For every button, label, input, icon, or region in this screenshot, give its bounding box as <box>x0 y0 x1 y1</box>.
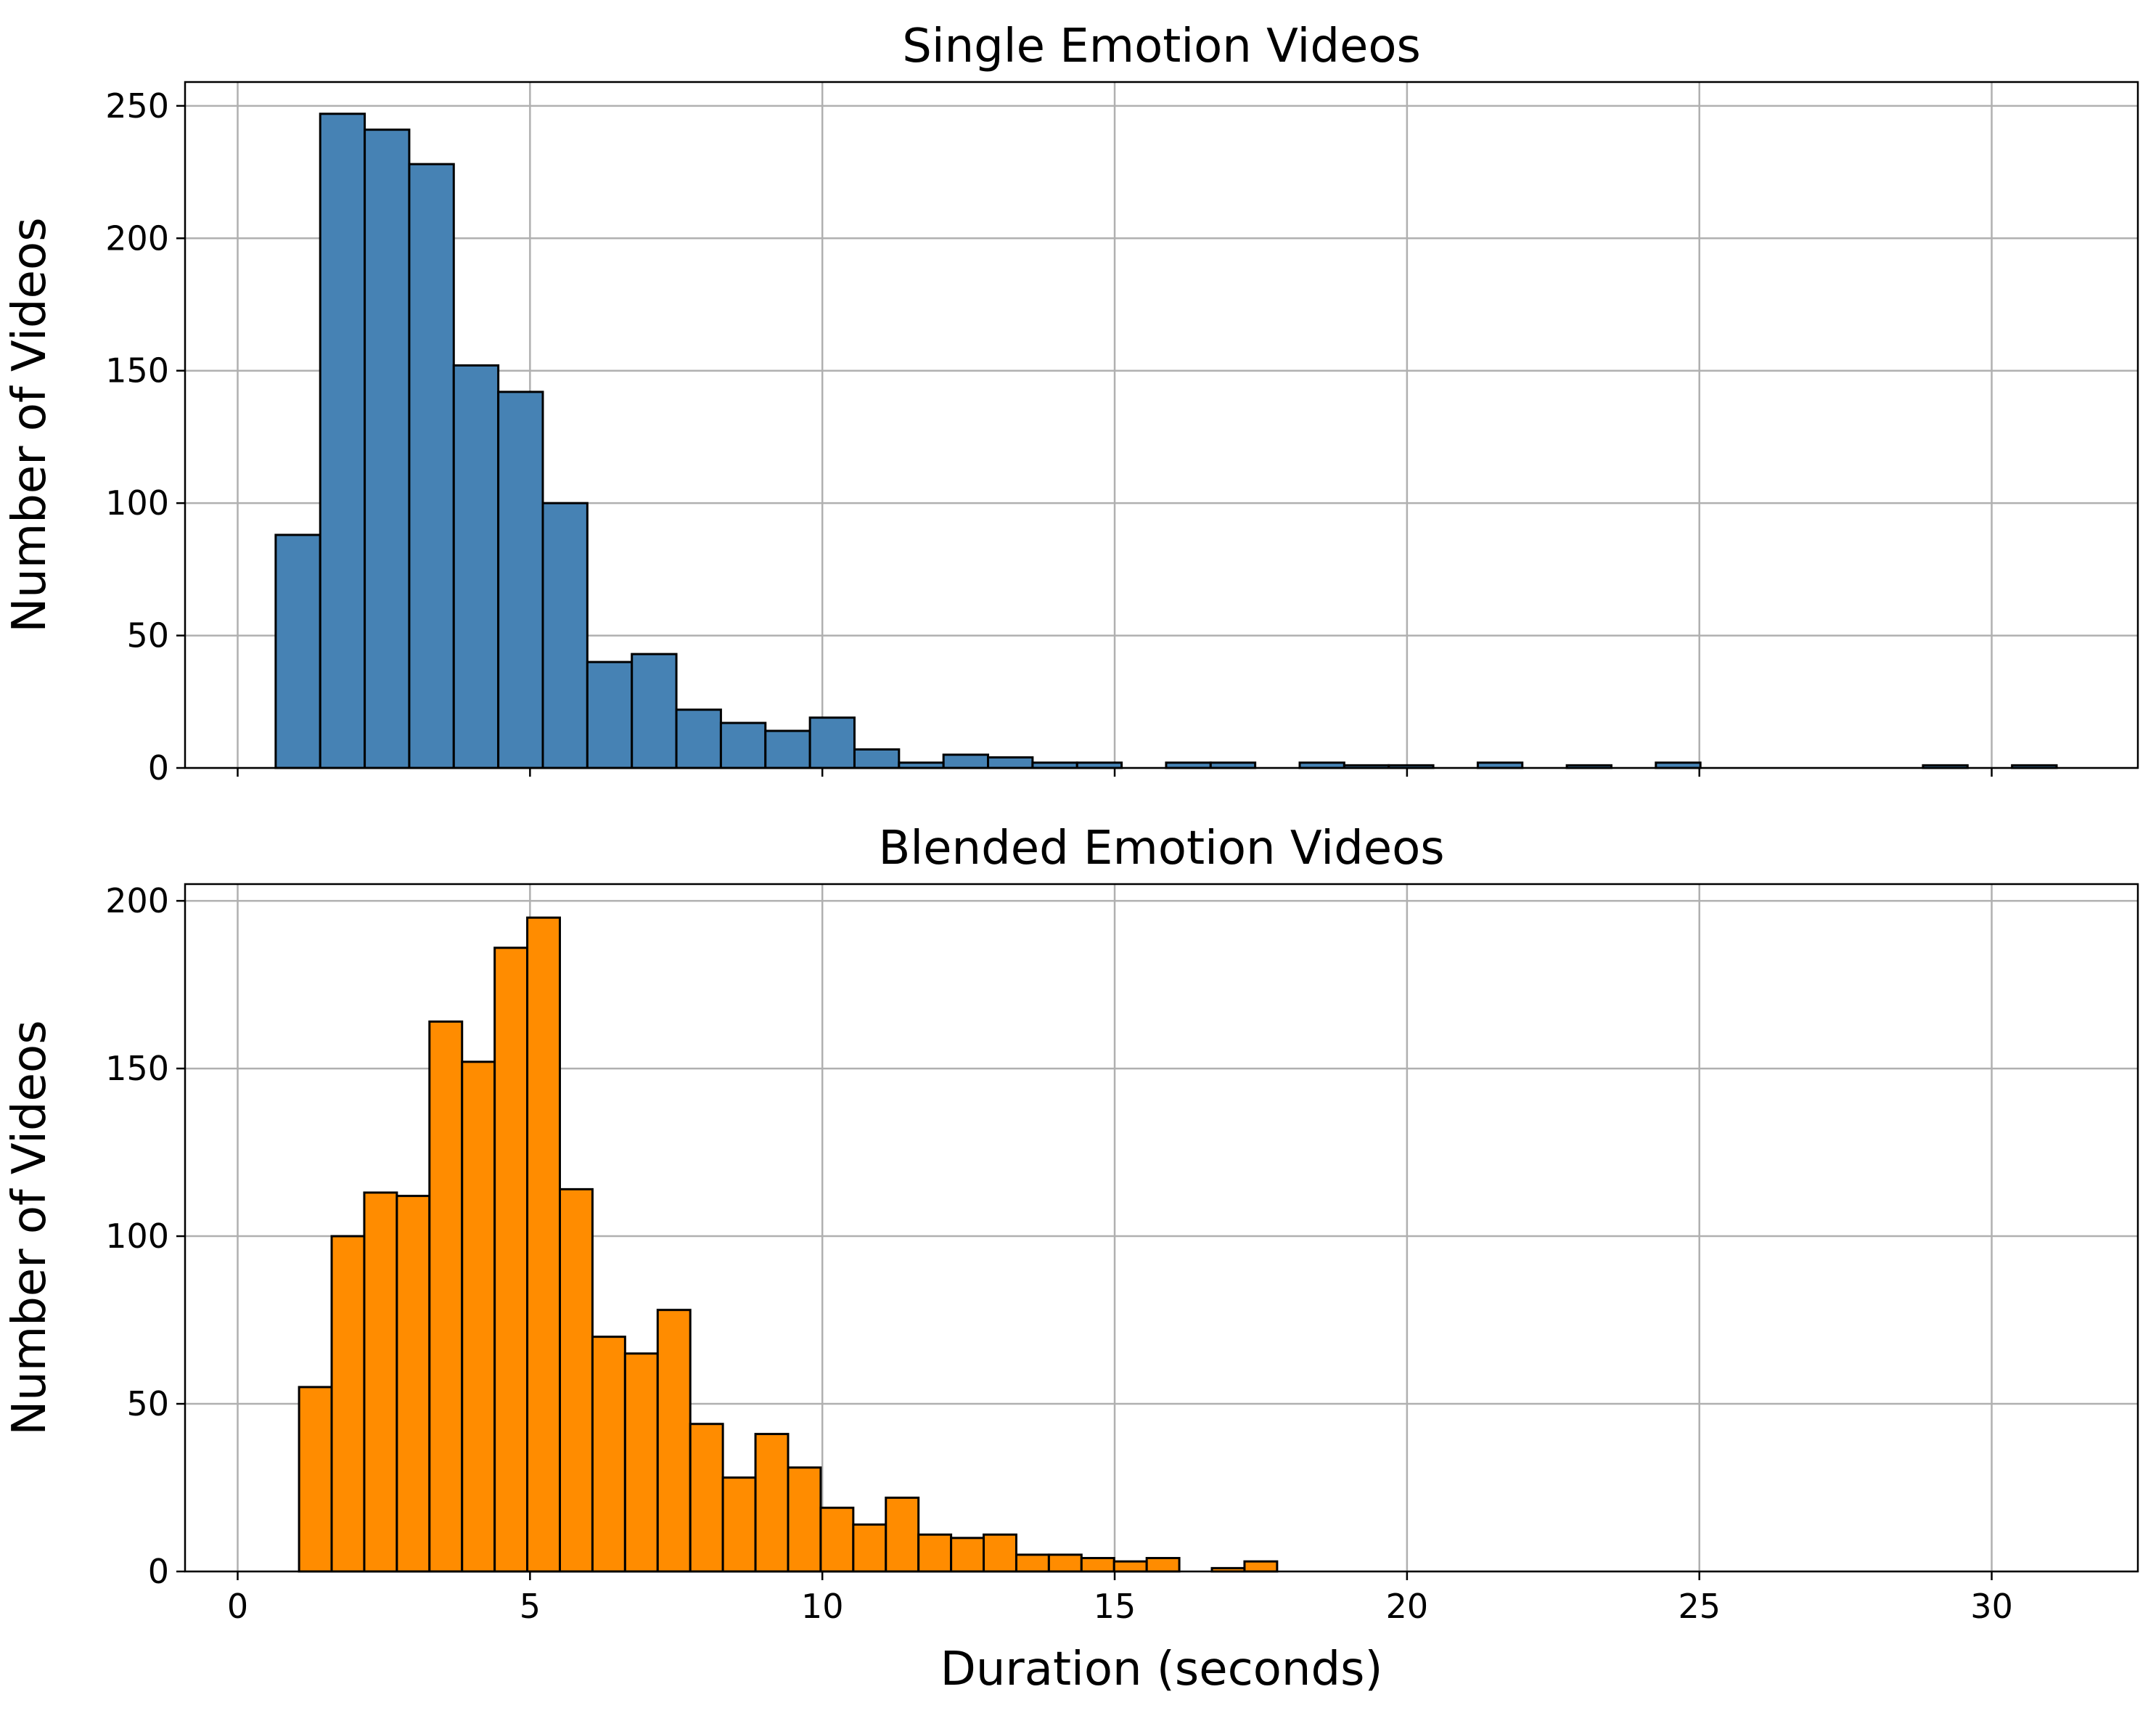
y-tick-label: 200 <box>105 881 169 920</box>
histogram-bar <box>559 1187 594 1573</box>
single-emotion-panel: Single Emotion Videos Number of Videos 0… <box>3 20 2139 788</box>
x-tick-label: 30 <box>1970 1587 2013 1626</box>
histogram-bar <box>1145 1557 1181 1573</box>
y-tick-label: 100 <box>105 1217 169 1256</box>
histogram-bar <box>787 1466 822 1573</box>
y-axis-label: Number of Videos <box>3 1020 57 1435</box>
histogram-bar <box>689 1423 724 1573</box>
histogram-bar <box>461 1060 496 1573</box>
histogram-bar <box>493 947 529 1573</box>
histogram-bar <box>1015 1553 1050 1573</box>
histogram-bar <box>721 1476 757 1573</box>
histogram-bar <box>1047 1553 1083 1573</box>
histogram-bar <box>364 128 411 769</box>
histogram-bar <box>764 729 811 769</box>
histogram-bar <box>623 1352 659 1573</box>
histogram-bar <box>541 502 589 769</box>
histogram-bar <box>452 364 500 769</box>
y-axis-label: Number of Videos <box>3 217 57 632</box>
histogram-bar <box>950 1537 985 1573</box>
histogram-bar <box>1243 1560 1279 1573</box>
chart-title: Blended Emotion Videos <box>878 822 1444 875</box>
histogram-bar <box>675 708 722 769</box>
y-tick-label: 0 <box>148 748 169 788</box>
histogram-bar <box>942 753 990 769</box>
histogram-bar <box>885 1496 920 1573</box>
y-tick-label: 100 <box>105 483 169 523</box>
y-tick-label: 150 <box>105 1049 169 1088</box>
x-tick-label: 5 <box>520 1587 541 1626</box>
histogram-bar <box>987 756 1034 769</box>
histogram-bar <box>395 1195 431 1573</box>
y-tick-label: 0 <box>148 1552 169 1591</box>
bars <box>298 916 1279 1573</box>
x-tick-label: 25 <box>1678 1587 1721 1626</box>
histogram-bar <box>330 1235 366 1573</box>
grid-lines <box>185 82 2138 769</box>
y-tick-label: 50 <box>126 616 169 655</box>
histogram-bar <box>983 1533 1017 1573</box>
histogram-bar <box>631 653 678 769</box>
histogram-bar <box>1112 1560 1148 1573</box>
blended-emotion-panel: Blended Emotion Videos Number of Videos … <box>3 822 2139 1696</box>
histogram-bar <box>852 1523 888 1573</box>
histogram-bar <box>319 113 366 769</box>
chart-title: Single Emotion Videos <box>902 20 1421 73</box>
histogram-bar <box>754 1433 790 1573</box>
histogram-bar <box>917 1533 953 1573</box>
y-tick-label: 200 <box>105 218 169 258</box>
y-tick-label: 150 <box>105 351 169 391</box>
histogram-bar <box>526 916 562 1573</box>
y-tick-label: 50 <box>126 1384 169 1423</box>
y-tick-label: 250 <box>105 86 169 126</box>
x-tick-label: 15 <box>1094 1587 1136 1626</box>
histogram-bar <box>298 1386 333 1573</box>
histogram-bar <box>363 1191 398 1573</box>
histogram-bar <box>586 661 634 769</box>
histogram-bar <box>719 721 767 769</box>
histogram-bar <box>656 1309 692 1573</box>
histogram-bar <box>819 1506 855 1573</box>
bars <box>274 113 2058 769</box>
histogram-bar <box>408 163 455 769</box>
plot-frame <box>184 81 2139 769</box>
histogram-bar <box>591 1336 626 1573</box>
histogram-bar <box>497 391 544 769</box>
x-tick-label: 10 <box>801 1587 844 1626</box>
x-tick-label: 0 <box>227 1587 248 1626</box>
histogram-bar <box>428 1020 464 1573</box>
histogram-bar <box>808 716 856 769</box>
histogram-bar <box>274 534 321 769</box>
histogram-bar <box>853 748 901 769</box>
histogram-bar <box>1080 1557 1115 1573</box>
x-tick-label: 20 <box>1386 1587 1429 1626</box>
x-axis-label: Duration (seconds) <box>940 1643 1383 1696</box>
plot-frame <box>184 883 2139 1573</box>
